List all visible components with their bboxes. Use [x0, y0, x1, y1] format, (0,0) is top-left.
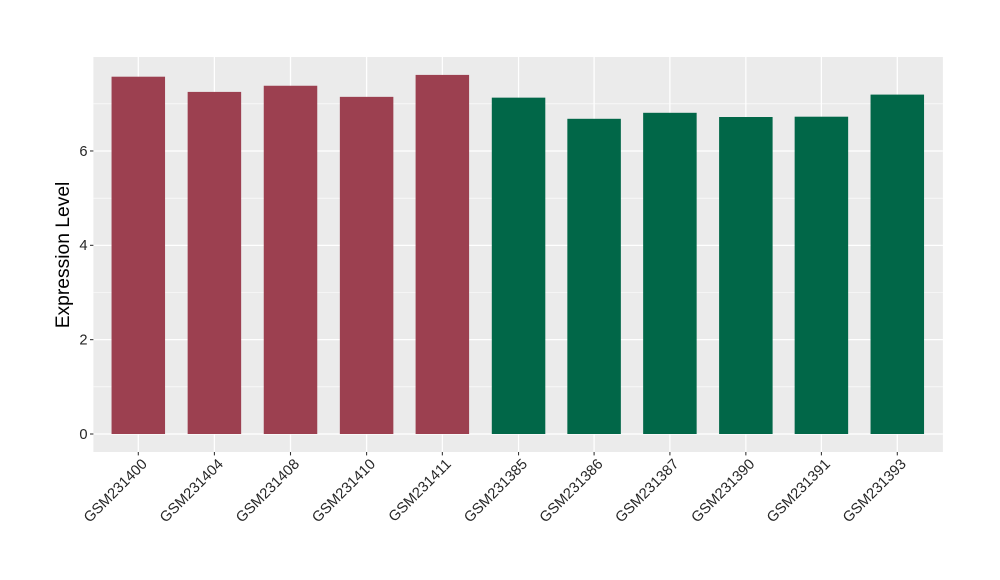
svg-text:0: 0	[79, 427, 87, 443]
svg-text:6: 6	[79, 144, 87, 160]
svg-text:2: 2	[79, 332, 87, 348]
svg-text:4: 4	[79, 238, 87, 254]
svg-text:Expression Level: Expression Level	[53, 182, 74, 329]
